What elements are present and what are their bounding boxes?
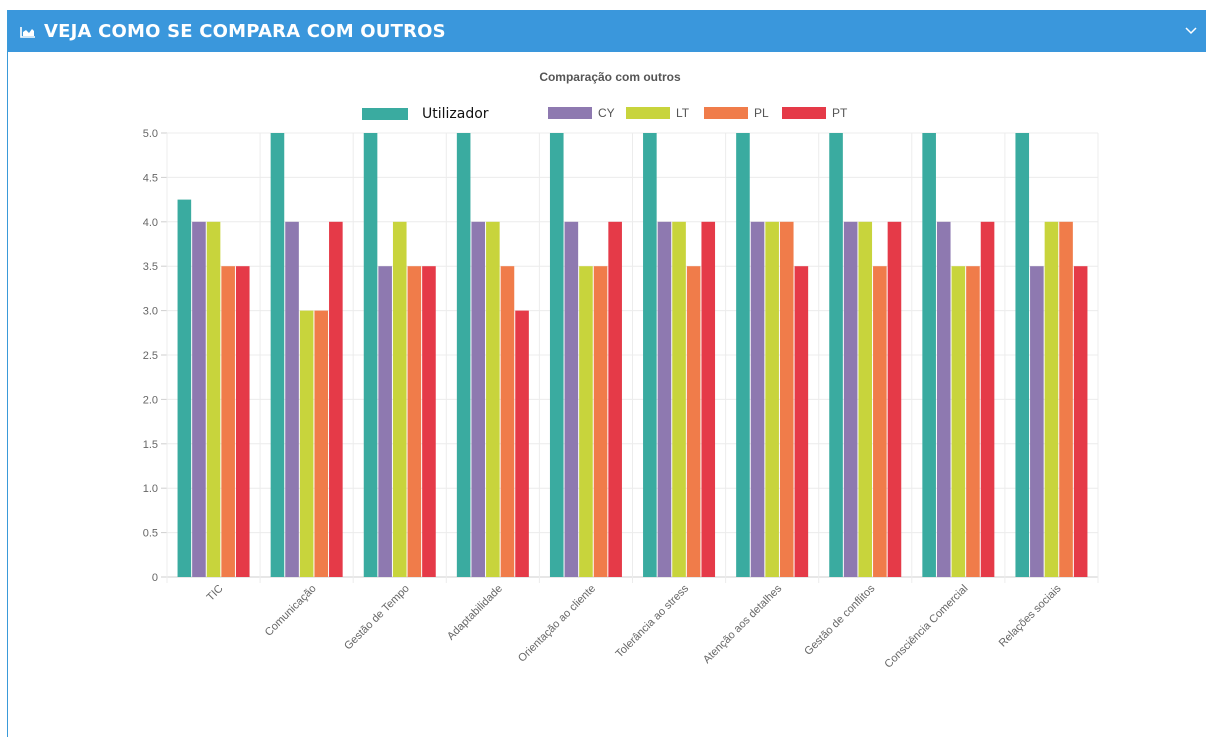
panel-title: VEJA COMO SE COMPARA COM OUTROS <box>44 20 446 42</box>
legend-label: PT <box>832 106 848 120</box>
legend-item-lt[interactable]: LT <box>626 106 689 120</box>
legend-item-pl[interactable]: PL <box>704 106 769 120</box>
legend-label: LT <box>676 106 690 120</box>
chevron-down-icon[interactable] <box>1184 24 1198 38</box>
legend-swatch <box>362 108 408 120</box>
legend-item-pt[interactable]: PT <box>782 106 847 120</box>
chart-area-icon <box>20 25 36 38</box>
legend-label: PL <box>754 106 769 120</box>
chart-title: Comparação com outros <box>539 70 681 84</box>
legend-swatch <box>704 107 748 119</box>
legend-label: Utilizador <box>422 106 489 122</box>
legend-swatch <box>548 107 592 119</box>
legend-item-cy[interactable]: CY <box>548 106 615 120</box>
legend-swatch <box>782 107 826 119</box>
legend-swatch <box>626 107 670 119</box>
legend-item-utilizador[interactable]: Utilizador <box>362 106 489 122</box>
chart-legend: Utilizador CY LT PL PT <box>0 106 1206 126</box>
legend-label: CY <box>598 106 615 120</box>
panel-header[interactable]: VEJA COMO SE COMPARA COM OUTROS <box>8 10 1206 52</box>
